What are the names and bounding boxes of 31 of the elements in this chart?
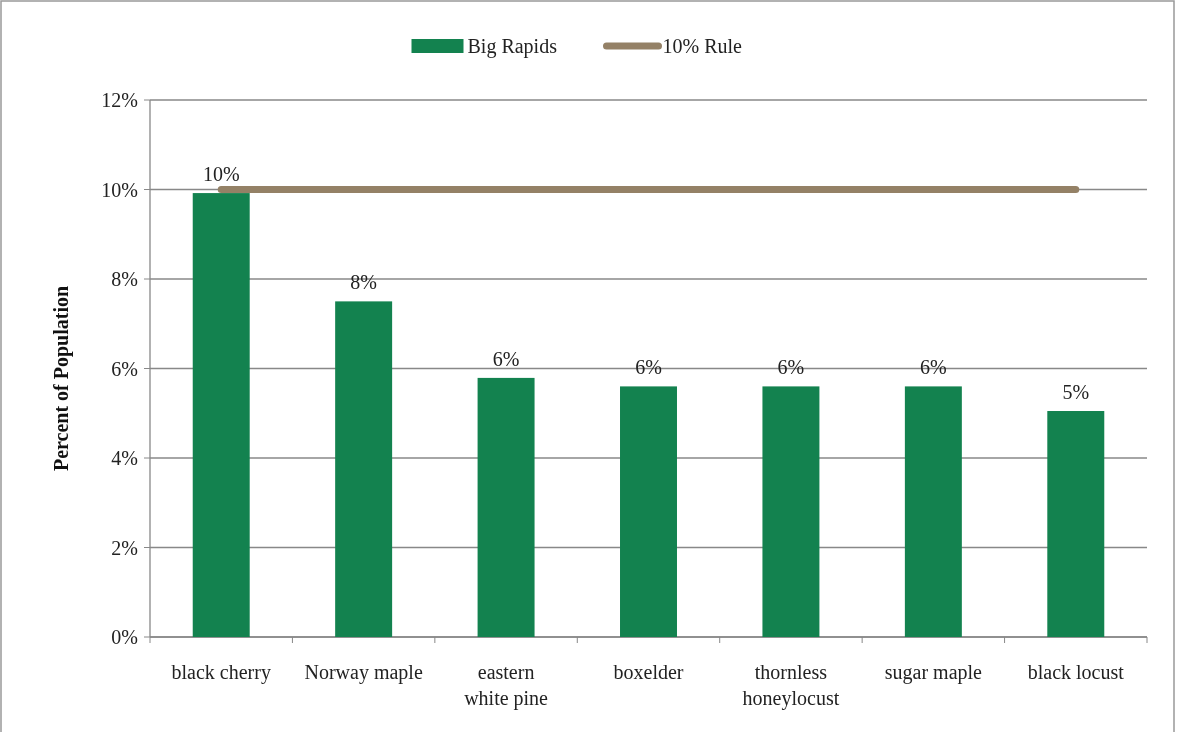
x-tick-label: sugar maple (884, 661, 983, 684)
x-tick-label: black locust (1027, 661, 1125, 683)
x-tick-label: Norway maple (304, 661, 423, 684)
legend-label: 10% Rule (662, 35, 743, 57)
data-label: 8% (350, 271, 377, 294)
y-tick-label: 12% (101, 89, 138, 111)
legend-label: Big Rapids (467, 35, 558, 58)
data-label: 10% (202, 163, 240, 186)
data-label: 5% (1062, 381, 1090, 404)
data-label: 6% (777, 356, 805, 379)
data-label: 6% (492, 347, 520, 370)
bar (904, 386, 962, 637)
y-tick-label: 8% (111, 268, 138, 290)
x-tick-label: boxelder (613, 661, 684, 683)
y-tick-label: 6% (111, 357, 138, 380)
y-tick-label: 4% (111, 447, 138, 469)
y-tick-label: 10% (101, 178, 138, 201)
data-label: 6% (920, 356, 947, 379)
bar (762, 386, 820, 637)
bar (192, 193, 250, 637)
x-tick-label: eastern white pine (464, 661, 549, 710)
x-tick-label: thornless honeylocust (742, 661, 840, 710)
data-label: 6% (635, 356, 662, 379)
bar (477, 377, 535, 637)
y-axis-title: Percent of Population (50, 285, 73, 472)
bar (1047, 411, 1105, 637)
y-tick-label: 2% (111, 536, 138, 559)
bar (335, 301, 393, 637)
x-tick-label: black cherry (171, 661, 271, 684)
y-tick-label: 0% (111, 626, 138, 648)
bar (620, 386, 677, 637)
